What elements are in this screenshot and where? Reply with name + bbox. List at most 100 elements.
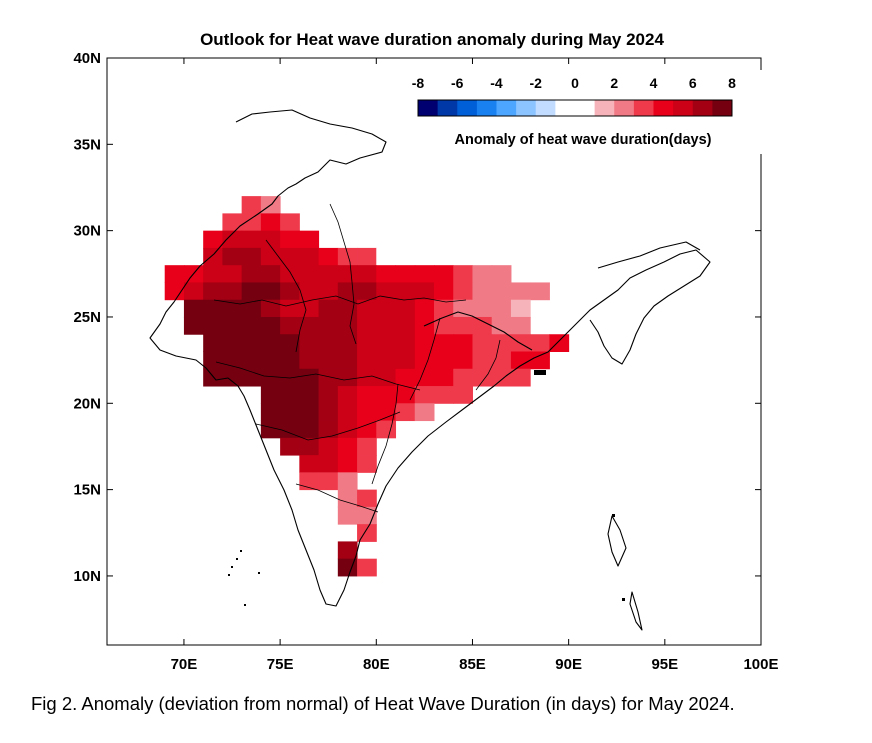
anomaly-cell xyxy=(337,265,358,283)
colorbar: -8 -6 -4 -2 0 2 4 6 8 Anomaly of heat wave durat… xyxy=(408,70,762,154)
colorbar-swatch xyxy=(614,100,635,116)
y-tick-label: 20N xyxy=(73,395,101,412)
map-title: Outlook for Heat wave duration anomaly d… xyxy=(200,30,664,49)
anomaly-cell xyxy=(434,265,454,283)
anomaly-cell xyxy=(357,386,377,404)
anomaly-cell xyxy=(318,299,339,318)
anomaly-cell xyxy=(280,213,300,232)
anomaly-cell xyxy=(299,437,320,456)
anomaly-cell xyxy=(337,455,358,473)
anomaly-cell xyxy=(414,386,435,404)
anomaly-cell xyxy=(337,316,358,335)
anomaly-cell xyxy=(395,299,416,318)
anomaly-cell xyxy=(472,368,493,387)
anomaly-cell xyxy=(280,299,300,318)
anomaly-cell xyxy=(280,230,300,249)
anomaly-cell xyxy=(453,299,473,318)
anomaly-cell xyxy=(260,213,281,232)
anomaly-cell xyxy=(299,247,320,266)
anomaly-cell xyxy=(299,265,320,283)
anomaly-cell xyxy=(318,455,339,473)
colorbar-swatch xyxy=(516,100,537,116)
anomaly-cell xyxy=(222,299,243,318)
anomaly-cell xyxy=(337,506,358,525)
anomaly-cell xyxy=(357,437,377,456)
state-boundaries xyxy=(213,203,501,513)
colorbar-swatch xyxy=(476,100,497,116)
anomaly-cell xyxy=(260,230,281,249)
anomaly-cell xyxy=(395,351,416,370)
anomaly-cell xyxy=(203,247,223,266)
anomaly-cell xyxy=(280,386,300,404)
anomaly-cell xyxy=(241,213,262,232)
y-axis-ticks: 10N 15N 20N 25N 30N 35N 40N xyxy=(73,50,761,585)
anomaly-cell xyxy=(530,282,550,301)
anomaly-cell xyxy=(318,403,339,422)
anomaly-cell xyxy=(434,282,454,301)
anomaly-cell xyxy=(434,386,454,404)
y-tick-label: 40N xyxy=(73,50,101,67)
anomaly-cell xyxy=(299,334,320,352)
colorbar-swatches xyxy=(417,99,733,117)
colorbar-swatch xyxy=(673,100,694,116)
anomaly-cell xyxy=(491,282,512,301)
anomaly-cell xyxy=(318,437,339,456)
anomaly-cell xyxy=(203,299,223,318)
colorbar-label: Anomaly of heat wave duration(days) xyxy=(454,132,711,148)
anomaly-cell xyxy=(337,386,358,404)
anomaly-cell xyxy=(299,420,320,439)
anomaly-cell xyxy=(260,316,281,335)
anomaly-cell xyxy=(376,282,397,301)
anomaly-cell xyxy=(453,386,473,404)
anomaly-cell xyxy=(491,265,512,283)
colorbar-swatch xyxy=(575,100,596,116)
anomaly-cell xyxy=(357,316,377,335)
y-tick-label: 30N xyxy=(73,223,101,240)
anomaly-cell xyxy=(376,351,397,370)
anomaly-cell xyxy=(530,334,550,352)
anomaly-cell xyxy=(434,299,454,318)
anomaly-cell xyxy=(357,265,377,283)
anomaly-cell xyxy=(241,230,262,249)
anomaly-cell xyxy=(318,351,339,370)
anomaly-cell xyxy=(241,265,262,283)
anomaly-cell xyxy=(376,368,397,387)
anomaly-cell xyxy=(203,282,223,301)
anomaly-cell xyxy=(318,472,339,491)
anomaly-cell xyxy=(395,368,416,387)
anomaly-cell xyxy=(318,282,339,301)
anomaly-cell xyxy=(357,299,377,318)
y-tick-label: 25N xyxy=(73,309,101,326)
anomaly-cell xyxy=(203,351,223,370)
anomaly-cell xyxy=(318,420,339,439)
anomaly-cell xyxy=(549,334,570,352)
anomaly-cell xyxy=(318,386,339,404)
x-tick-label: 100E xyxy=(743,656,778,673)
anomaly-cell xyxy=(414,334,435,352)
anomaly-cell xyxy=(299,230,320,249)
anomaly-cell xyxy=(453,368,473,387)
anomaly-cell xyxy=(203,368,223,387)
anomaly-cell xyxy=(183,316,204,335)
anomaly-cell xyxy=(491,316,512,335)
anomaly-cell xyxy=(222,368,243,387)
anomaly-cell xyxy=(318,334,339,352)
anomaly-cell xyxy=(357,282,377,301)
x-axis-ticks: 70E 75E 80E 85E 90E 95E 100E xyxy=(171,58,779,673)
anomaly-cell xyxy=(414,403,435,422)
anomaly-cell xyxy=(376,403,397,422)
anomaly-cell xyxy=(299,455,320,473)
anomaly-cell xyxy=(280,247,300,266)
anomaly-cell xyxy=(299,351,320,370)
anomaly-cell xyxy=(376,334,397,352)
anomaly-cell xyxy=(337,247,358,266)
y-tick-label: 35N xyxy=(73,136,101,153)
anomaly-cell xyxy=(260,386,281,404)
anomaly-cell xyxy=(318,316,339,335)
anomaly-cell xyxy=(260,368,281,387)
anomaly-cell xyxy=(491,368,512,387)
anomaly-cell xyxy=(357,368,377,387)
anomaly-cell xyxy=(510,282,531,301)
anomaly-cell xyxy=(203,230,223,249)
anomaly-cell xyxy=(395,265,416,283)
